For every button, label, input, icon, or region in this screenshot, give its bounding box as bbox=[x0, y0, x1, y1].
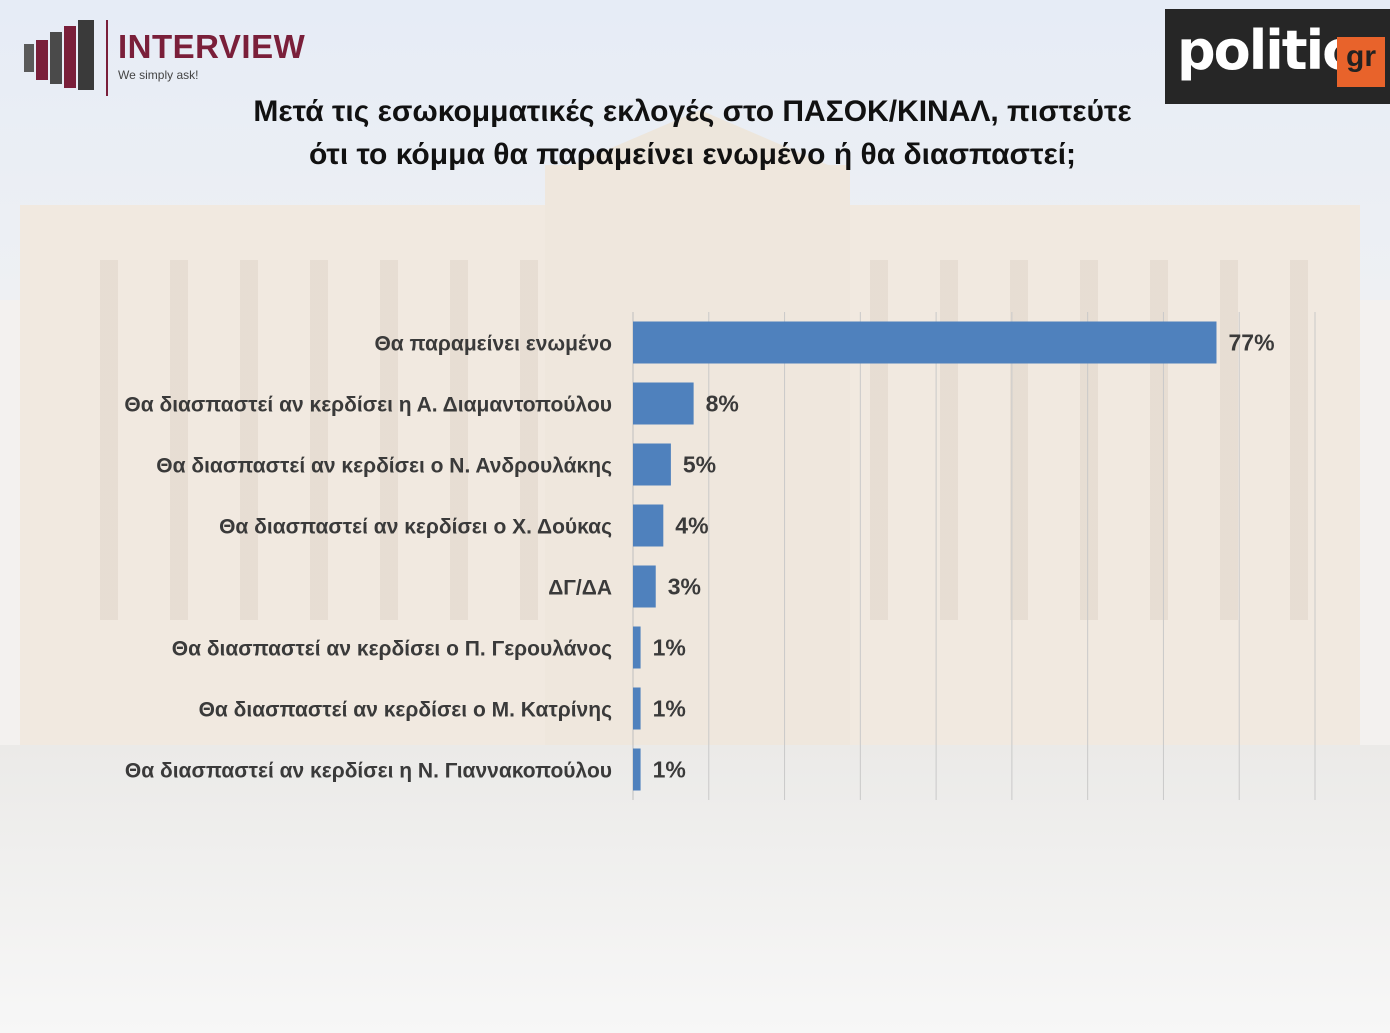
category-label: Θα παραμείνει ενωμένο bbox=[374, 333, 612, 356]
bar-chart-logo-icon bbox=[24, 20, 94, 90]
bar bbox=[633, 748, 641, 791]
bar bbox=[633, 443, 671, 486]
category-label: Θα διασπαστεί αν κερδίσει ο Ν. Ανδρουλάκ… bbox=[156, 455, 612, 478]
category-label: Θα διασπαστεί αν κερδίσει η Α. Διαμαντοπ… bbox=[124, 394, 612, 417]
data-label: 1% bbox=[653, 696, 686, 722]
interview-tagline: We simply ask! bbox=[118, 68, 199, 82]
politic-brand-suffix: gr bbox=[1337, 37, 1385, 87]
data-label: 3% bbox=[668, 574, 701, 600]
category-label: Θα διασπαστεί αν κερδίσει ο Π. Γερουλάνο… bbox=[172, 638, 612, 661]
interview-brand-name: INTERVIEW bbox=[118, 28, 306, 65]
data-label: 1% bbox=[653, 635, 686, 661]
data-label: 5% bbox=[683, 452, 716, 478]
politic-brand-name: politic bbox=[1177, 19, 1354, 82]
category-label: ΔΓ/ΔΑ bbox=[548, 577, 612, 600]
bar bbox=[633, 504, 664, 547]
logo-divider bbox=[106, 20, 108, 96]
data-label: 77% bbox=[1228, 330, 1274, 356]
data-label: 8% bbox=[706, 391, 739, 417]
interview-logo: INTERVIEW We simply ask! bbox=[22, 18, 332, 100]
chart-title: Μετά τις εσωκομματικές εκλογές στο ΠΑΣΟΚ… bbox=[253, 95, 1132, 171]
bar bbox=[633, 565, 656, 608]
politic-logo: politic gr bbox=[1165, 9, 1390, 104]
category-label: Θα διασπαστεί αν κερδίσει η Ν. Γιαννακοπ… bbox=[125, 760, 612, 783]
bar bbox=[633, 687, 641, 730]
category-label: Θα διασπαστεί αν κερδίσει ο Χ. Δούκας bbox=[219, 516, 612, 539]
bar bbox=[633, 626, 641, 669]
category-label: Θα διασπαστεί αν κερδίσει ο Μ. Κατρίνης bbox=[199, 699, 612, 722]
data-label: 4% bbox=[675, 513, 708, 539]
bar bbox=[633, 382, 694, 425]
data-label: 1% bbox=[653, 757, 686, 783]
bar bbox=[633, 321, 1217, 364]
